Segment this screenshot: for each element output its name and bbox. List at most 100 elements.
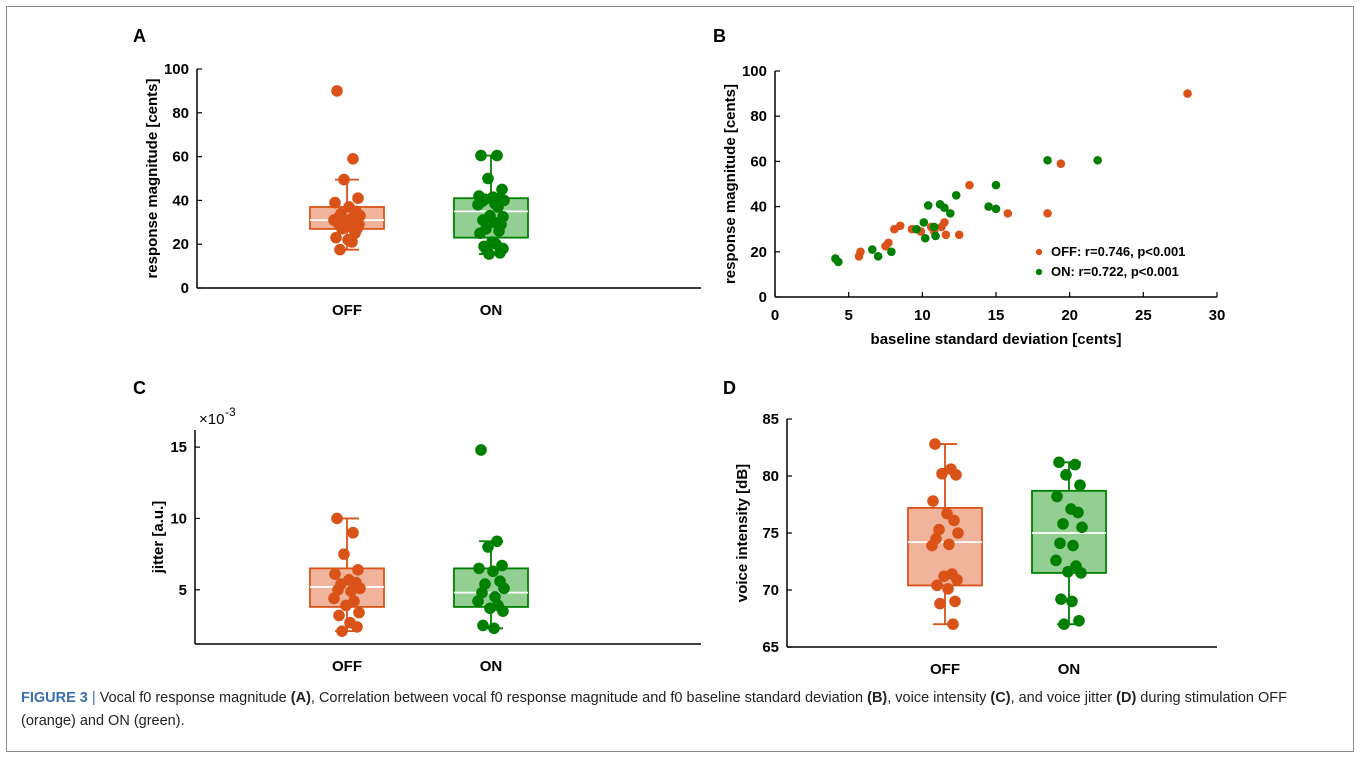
y-tick-label: 40	[750, 199, 767, 216]
data-point	[923, 201, 933, 210]
data-point	[991, 204, 1001, 214]
data-point	[1050, 554, 1062, 567]
data-point	[834, 257, 843, 267]
data-point	[475, 444, 487, 456]
caption-text: , voice intensity	[887, 690, 991, 706]
legend-marker	[1035, 268, 1043, 276]
data-point	[936, 467, 948, 480]
data-point	[483, 248, 495, 260]
y-tick-label: 60	[750, 153, 767, 170]
y-axis-label: response magnitude [cents]	[722, 84, 739, 284]
y-multiplier: ×10	[199, 411, 224, 428]
data-point	[482, 541, 494, 553]
data-point	[1093, 155, 1102, 165]
x-tick-label: 0	[771, 307, 779, 324]
data-point	[330, 231, 342, 244]
x-category-label: OFF	[930, 661, 960, 678]
y-tick-label: 80	[762, 468, 779, 485]
data-point	[334, 243, 346, 256]
data-point	[940, 218, 949, 227]
scatter-series-on	[831, 155, 1102, 267]
x-tick-label: 5	[844, 307, 852, 324]
data-point	[856, 247, 865, 257]
y-tick-label: 65	[762, 639, 779, 656]
data-point	[347, 152, 359, 165]
data-point	[484, 602, 496, 615]
data-point	[497, 605, 509, 617]
panel-label: C	[133, 378, 146, 398]
data-point	[952, 527, 964, 539]
figure-caption: FIGURE 3 | Vocal f0 response magnitude (…	[21, 687, 1341, 733]
data-point	[926, 539, 938, 552]
data-point	[494, 247, 506, 259]
caption-panel-ref: (A)	[290, 690, 311, 706]
panel-label: B	[713, 26, 726, 46]
y-tick-label: 100	[742, 63, 767, 80]
data-point	[345, 585, 357, 598]
data-point	[929, 222, 939, 232]
data-point	[884, 238, 893, 248]
data-point	[951, 573, 963, 586]
data-point	[927, 495, 939, 507]
data-point	[482, 172, 494, 185]
data-point	[965, 180, 974, 190]
x-tick-label: 10	[914, 307, 931, 324]
data-point	[1057, 518, 1069, 530]
x-axis-label: baseline standard deviation [cents]	[871, 331, 1122, 348]
caption-text: , and voice jitter	[1010, 690, 1117, 706]
data-point	[328, 592, 340, 605]
x-tick-label: 25	[1135, 307, 1152, 324]
data-point	[346, 236, 358, 248]
box-iqr	[1031, 489, 1107, 574]
caption-text: , Correlation between vocal f0 response …	[310, 690, 868, 706]
data-point	[1003, 209, 1013, 218]
legend-entry: OFF: r=0.746, p<0.001	[1051, 244, 1185, 259]
y-multiplier-exponent: -3	[225, 405, 236, 419]
y-tick-label: 100	[164, 61, 189, 78]
caption-panel-ref: (D)	[1116, 690, 1137, 706]
y-tick-label: 40	[172, 192, 189, 209]
y-tick-label: 80	[750, 108, 767, 125]
data-point	[1043, 209, 1052, 218]
y-axis-label: jitter [a.u.]	[150, 501, 167, 575]
legend-entry: ON: r=0.722, p<0.001	[1051, 264, 1179, 279]
scatter-series-off	[854, 89, 1192, 261]
panel-c: C 5 10 15 jitter [a.u.] ×10 -3 OFF ON	[133, 378, 701, 675]
data-point	[984, 202, 993, 211]
data-point	[1043, 155, 1052, 165]
y-tick-label: 0	[759, 289, 767, 306]
data-point	[491, 535, 503, 548]
data-point	[951, 191, 961, 200]
data-point	[477, 214, 489, 226]
data-point	[920, 233, 930, 243]
data-point	[496, 559, 508, 572]
caption-body: Vocal f0 response magnitude (A), Correla…	[21, 690, 1287, 729]
y-tick-label: 85	[762, 411, 779, 428]
data-point	[338, 548, 350, 560]
data-point	[1183, 89, 1192, 98]
data-point	[991, 180, 1001, 190]
data-point	[1054, 537, 1066, 550]
data-point	[919, 218, 929, 227]
data-point	[491, 149, 503, 162]
data-point	[477, 619, 489, 632]
data-point	[474, 227, 486, 240]
data-point	[946, 209, 955, 218]
data-point	[1066, 595, 1078, 608]
box-series-off	[309, 85, 385, 256]
data-point	[496, 183, 508, 196]
data-point	[895, 221, 905, 231]
data-point	[498, 582, 510, 595]
data-point	[336, 625, 348, 637]
caption-panel-ref: (C)	[990, 690, 1011, 706]
x-tick-label: 20	[1061, 307, 1078, 324]
data-point	[947, 618, 959, 630]
panel-d: D 65 70 75 80 85 voice intensity [dB] OFF ON	[723, 378, 1217, 678]
data-point	[949, 595, 961, 608]
panel-label: A	[133, 26, 146, 46]
data-point	[329, 196, 341, 209]
caption-figure-label: FIGURE 3	[21, 690, 88, 706]
data-point	[867, 245, 877, 254]
